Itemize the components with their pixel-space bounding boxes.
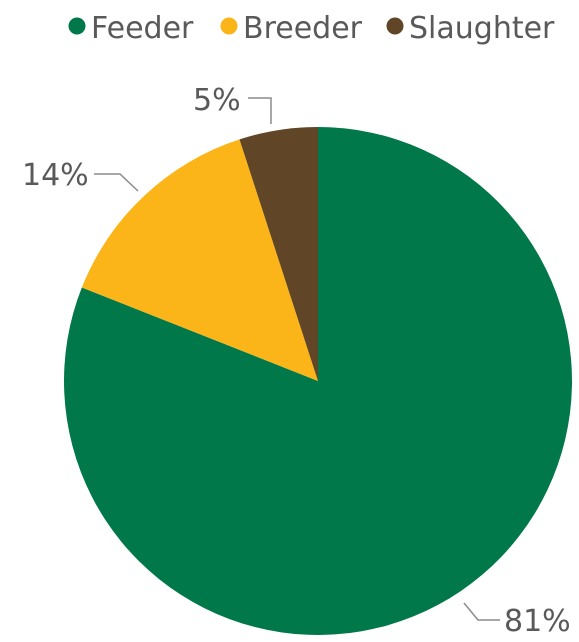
data-labels: 81% 14% 5% — [22, 83, 571, 639]
leader-lines — [94, 97, 500, 621]
legend-entry-breeder: Breeder — [220, 11, 363, 46]
legend-entry-slaughter: Slaughter — [386, 11, 555, 46]
legend-entry-feeder: Feeder — [68, 11, 194, 46]
pie-slices — [64, 127, 573, 635]
legend-marker-breeder — [220, 17, 238, 35]
legend-marker-slaughter — [386, 17, 404, 35]
data-label-breeder: 14% — [22, 158, 89, 193]
data-label-slaughter: 5% — [193, 83, 241, 118]
leader-line-slaughter — [248, 97, 272, 124]
leader-line-breeder — [94, 173, 139, 192]
legend-label-slaughter: Slaughter — [409, 11, 555, 46]
data-label-feeder: 81% — [504, 604, 571, 639]
legend: Feeder Breeder Slaughter — [68, 11, 555, 46]
slice-feeder — [64, 127, 573, 635]
leader-line-feeder — [463, 602, 500, 621]
slice-breeder — [81, 139, 318, 381]
legend-marker-feeder — [68, 17, 86, 35]
slice-slaughter — [239, 127, 318, 381]
legend-label-breeder: Breeder — [243, 11, 363, 46]
legend-label-feeder: Feeder — [91, 11, 194, 46]
